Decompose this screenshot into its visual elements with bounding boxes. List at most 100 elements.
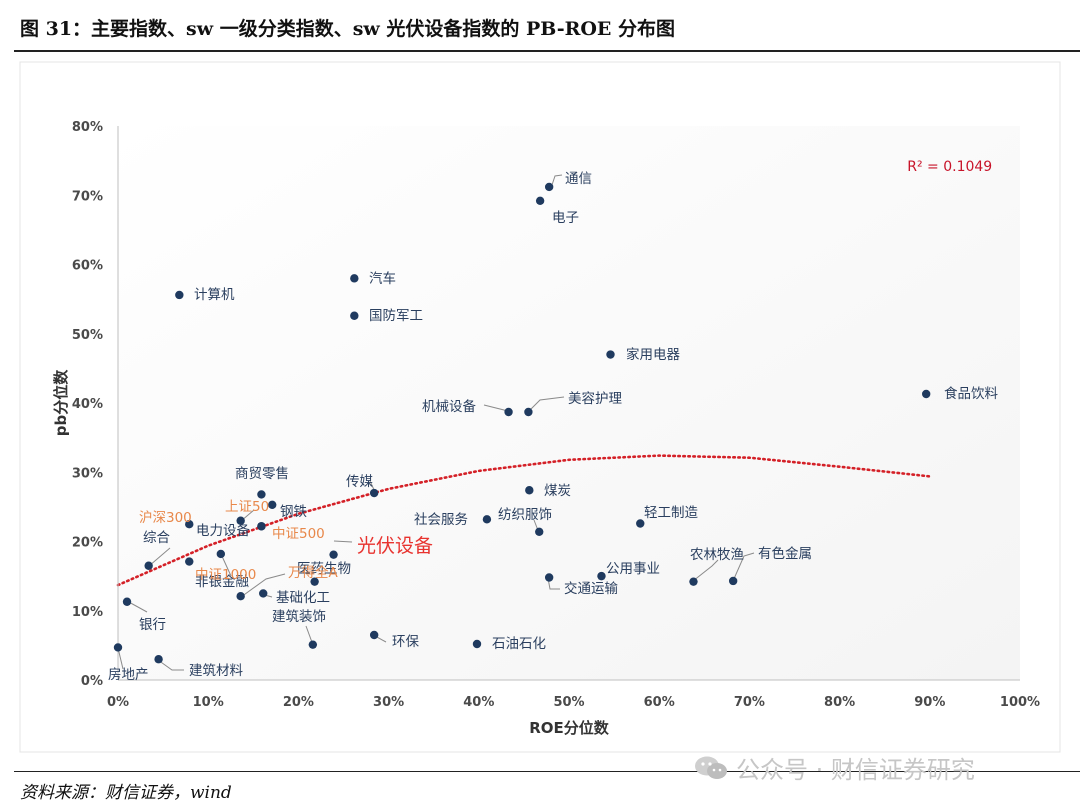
y-tick-label: 20% — [72, 536, 103, 551]
data-point — [636, 519, 645, 528]
y-tick-label: 80% — [72, 120, 103, 135]
source-rule — [14, 771, 1080, 772]
chart-frame — [19, 61, 1061, 753]
x-tick-label: 40% — [463, 695, 494, 710]
data-point — [122, 597, 132, 606]
point-label: 有色金属 — [758, 545, 812, 562]
x-tick-label: 70% — [734, 695, 765, 710]
y-tick-label: 50% — [72, 328, 103, 343]
x-tick-label: 100% — [1000, 695, 1040, 710]
title-rule — [14, 50, 1080, 52]
x-tick-label: 60% — [644, 695, 675, 710]
point-label: 美容护理 — [568, 390, 622, 407]
data-point — [597, 571, 606, 581]
point-label: 轻工制造 — [644, 505, 698, 521]
y-tick-label: 0% — [81, 674, 103, 689]
point-label: 光伏设备 — [357, 535, 433, 557]
point-label: 电子 — [552, 210, 579, 226]
axis-layer: 0% 10% 20% 30% 40% 50% 60% 70% 80% 90% 100% 0% 10% 20… — [52, 120, 1040, 737]
data-point — [175, 290, 184, 300]
data-point — [728, 576, 738, 586]
point-label: 上证50 — [225, 499, 269, 515]
data-point — [504, 407, 513, 417]
data-point — [921, 389, 931, 399]
pb-roe-scatter-chart: R² = 0.1049 0% 10% 20% 30% 40% 50% 60% 70% 80% 90… — [19, 61, 1061, 753]
point-label: 石油石化 — [492, 636, 546, 652]
point-label: 商贸零售 — [235, 466, 289, 482]
x-tick-label: 30% — [373, 695, 404, 710]
data-point — [257, 522, 266, 531]
r-squared-label: R² = 0.1049 — [907, 159, 992, 175]
data-point — [236, 592, 245, 601]
point-label: 医药生物 — [297, 561, 351, 577]
point-label: 煤炭 — [544, 483, 571, 499]
leader-line — [157, 659, 184, 671]
figure-title: 图 31：主要指数、sw 一级分类指数、sw 光伏设备指数的 PB-ROE 分布… — [20, 18, 676, 40]
data-point — [257, 490, 266, 499]
data-points — [113, 182, 931, 664]
point-label: 国防军工 — [369, 308, 423, 324]
data-point — [329, 550, 338, 559]
point-label: 家用电器 — [626, 346, 680, 363]
point-label: 房地产 — [108, 667, 149, 683]
data-point — [524, 407, 533, 417]
data-point — [369, 630, 379, 640]
data-point — [185, 519, 194, 529]
data-point — [544, 182, 554, 192]
y-tick-label: 30% — [72, 466, 103, 481]
point-label: 电力设备 — [196, 522, 250, 539]
source-note: 资料来源：财信证券，wind — [20, 783, 232, 803]
point-label: 基础化工 — [276, 589, 330, 606]
data-point — [144, 561, 153, 570]
data-point — [535, 196, 545, 205]
leader-lines — [117, 174, 755, 671]
point-label: 中证500 — [272, 526, 325, 542]
point-label: 建筑装饰 — [272, 609, 326, 625]
leader-line — [732, 552, 755, 582]
x-tick-label: 80% — [824, 695, 855, 710]
data-point — [350, 274, 359, 283]
data-point — [268, 500, 277, 509]
y-tick-label: 70% — [72, 189, 103, 204]
leader-line — [483, 404, 509, 412]
point-label: 公用事业 — [606, 561, 660, 577]
trendline-layer: R² = 0.1049 — [116, 159, 992, 587]
data-point — [259, 589, 268, 598]
x-tick-label: 90% — [914, 695, 945, 710]
point-label: 综合 — [143, 530, 170, 546]
data-point — [310, 577, 319, 586]
y-tick-label: 40% — [72, 397, 103, 412]
point-label: 社会服务 — [414, 512, 468, 528]
leader-line — [551, 174, 563, 186]
watermark-text: 公众号 · 财信证券研究 — [736, 756, 975, 784]
x-tick-label: 50% — [553, 695, 584, 710]
point-label: 汽车 — [369, 270, 396, 287]
data-point — [369, 488, 379, 498]
x-axis-label: ROE分位数 — [529, 719, 610, 737]
x-tick-label: 0% — [107, 695, 129, 710]
data-point — [185, 557, 194, 566]
point-label: 中证1000 — [195, 567, 256, 583]
point-label: 传媒 — [346, 474, 373, 490]
data-point — [606, 350, 615, 359]
wechat-icon — [695, 756, 727, 779]
data-point — [308, 640, 318, 649]
data-point — [236, 516, 245, 525]
data-point — [535, 527, 544, 537]
data-point — [216, 549, 226, 559]
data-point — [525, 486, 534, 495]
point-label: 沪深300 — [139, 510, 192, 526]
leader-line — [148, 547, 171, 567]
point-label: 银行 — [139, 617, 166, 633]
trendline — [116, 454, 932, 587]
point-label: 机械设备 — [422, 398, 476, 415]
leader-line — [692, 559, 719, 582]
watermark: 公众号 · 财信证券研究 — [694, 750, 975, 785]
point-label: 农林牧渔 — [690, 547, 744, 563]
data-point — [689, 577, 698, 586]
point-label: 纺织服饰 — [498, 507, 552, 523]
leader-line — [528, 396, 565, 412]
point-label: 计算机 — [194, 287, 235, 303]
data-point — [544, 573, 554, 582]
y-tick-label: 10% — [72, 605, 103, 620]
